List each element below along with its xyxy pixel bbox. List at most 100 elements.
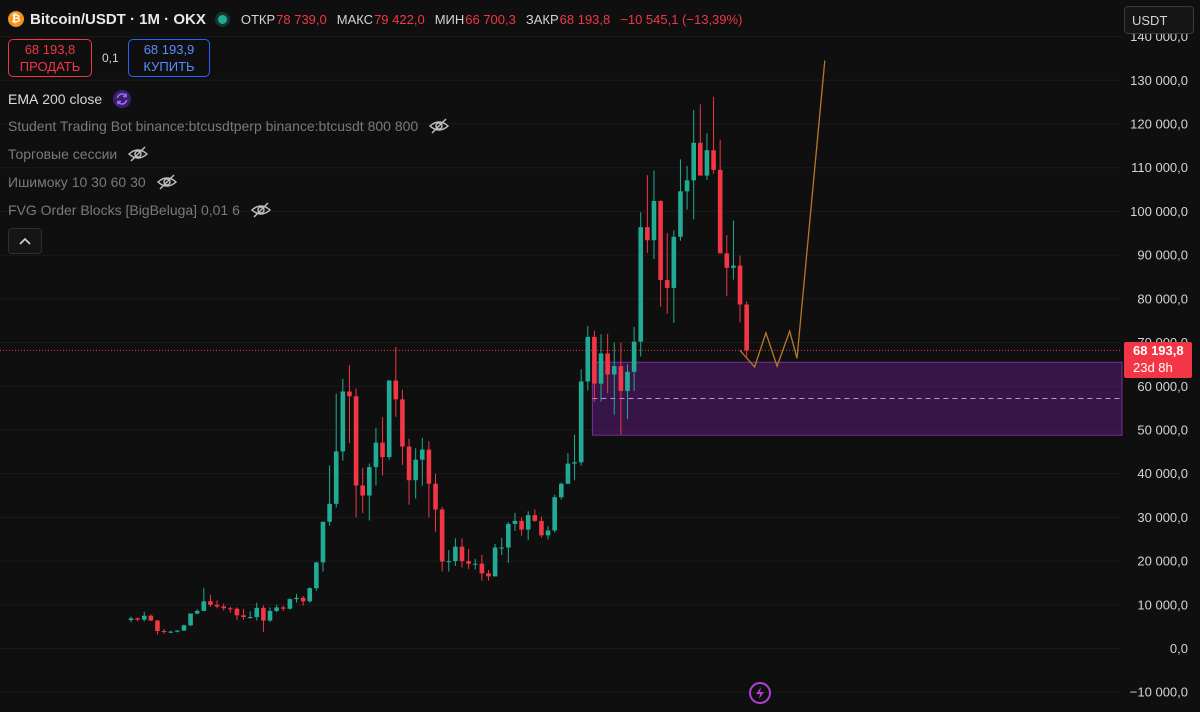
candle-body — [664, 280, 670, 288]
eye-off-icon[interactable] — [250, 201, 272, 219]
candle-body — [320, 521, 326, 563]
candle-body — [737, 265, 743, 305]
axis-tick-label: 80 000,0 — [1137, 291, 1188, 306]
candle — [221, 603, 226, 611]
sell-label: ПРОДАТЬ — [19, 59, 81, 74]
candle — [472, 558, 478, 570]
sell-button[interactable]: 68 193,8 ПРОДАТЬ — [8, 39, 92, 77]
collapse-legend-button[interactable] — [8, 228, 42, 254]
candle — [492, 544, 498, 577]
candle — [638, 212, 644, 357]
candle-body — [658, 200, 663, 281]
candle-body — [194, 610, 200, 614]
candle-body — [684, 180, 690, 192]
candle — [181, 624, 187, 632]
candle-body — [631, 341, 637, 372]
candle — [512, 513, 518, 531]
candle — [631, 326, 637, 392]
candle — [360, 467, 365, 514]
candle — [585, 325, 591, 391]
indicator-ichimoku[interactable]: Ишимоку 10 30 60 30 — [8, 173, 178, 191]
indicator-fvg-label: FVG Order Blocks [BigBeluga] 0,01 6 — [8, 202, 240, 218]
chevron-up-icon — [19, 237, 31, 245]
candle-body — [367, 467, 372, 496]
candle — [565, 453, 571, 485]
lightning-icon[interactable] — [749, 682, 771, 704]
spread-value: 0,1 — [102, 51, 119, 65]
axis-tick-label: 90 000,0 — [1137, 248, 1188, 263]
candle — [175, 630, 180, 633]
currency-select[interactable]: USDT — [1124, 6, 1194, 34]
candle-body — [280, 607, 286, 609]
candle — [698, 104, 703, 176]
axis-tick-label: 0,0 — [1170, 641, 1188, 656]
candle — [552, 494, 557, 533]
candle-body — [247, 617, 253, 619]
candle-body — [294, 597, 299, 600]
candle-body — [254, 607, 260, 618]
candle — [578, 369, 584, 466]
candle-body — [333, 451, 339, 504]
candle-body — [201, 601, 207, 611]
change-value: −10 545,1 (−13,39%) — [620, 11, 743, 27]
candle-body — [300, 597, 306, 602]
candle — [141, 611, 147, 622]
candle-body — [625, 371, 630, 392]
candle-body — [141, 615, 147, 620]
candle — [651, 170, 657, 260]
candle — [691, 110, 696, 220]
candle — [618, 342, 624, 435]
indicator-ichimoku-label: Ишимоку 10 30 60 30 — [8, 174, 146, 190]
candle — [307, 587, 313, 603]
candle-body — [651, 200, 657, 241]
candle — [446, 550, 452, 572]
candle-body — [314, 562, 319, 589]
axis-tick-label: 30 000,0 — [1137, 510, 1188, 525]
candle — [684, 165, 690, 210]
candle-body — [241, 615, 246, 618]
last-price-value: 68 193,8 — [1133, 343, 1184, 358]
candle-body — [565, 463, 571, 484]
candle-body — [128, 618, 134, 621]
candle-body — [419, 449, 425, 460]
candle-body — [585, 336, 591, 382]
indicator-sessions[interactable]: Торговые сессии — [8, 145, 149, 163]
candle-series — [128, 96, 749, 635]
candle-body — [539, 520, 544, 536]
candle — [479, 554, 485, 581]
candle — [664, 233, 670, 314]
candle-body — [393, 380, 399, 400]
indicator-student-bot[interactable]: Student Trading Bot binance:btcusdtperp … — [8, 117, 450, 135]
candle-body — [221, 606, 226, 609]
symbol-title[interactable]: Bitcoin/USDT · 1M · OKX — [30, 10, 206, 28]
indicator-ema[interactable]: EMA 200 close — [8, 89, 132, 109]
candle-body — [214, 604, 220, 607]
buy-price: 68 193,9 — [143, 42, 195, 57]
candle — [737, 255, 743, 323]
eye-off-icon[interactable] — [428, 117, 450, 135]
candle — [499, 537, 505, 555]
buy-button[interactable]: 68 193,9 КУПИТЬ — [128, 39, 210, 77]
candle-body — [717, 169, 723, 254]
buy-label: КУПИТЬ — [143, 59, 195, 74]
candle — [466, 548, 471, 569]
candle — [453, 538, 458, 566]
indicator-fvg[interactable]: FVG Order Blocks [BigBeluga] 0,01 6 — [8, 201, 272, 219]
candle — [459, 538, 465, 568]
candle-body — [347, 391, 352, 397]
candle-body — [439, 509, 445, 562]
eye-off-icon[interactable] — [156, 173, 178, 191]
candle-body — [433, 483, 438, 510]
candle-body — [413, 459, 418, 481]
candle-body — [406, 446, 412, 481]
candle-body — [466, 561, 471, 564]
candle — [611, 342, 617, 415]
candle — [605, 333, 610, 394]
candle-body — [373, 442, 379, 468]
candle — [400, 389, 405, 465]
refresh-icon[interactable] — [112, 89, 132, 109]
axis-tick-label: 50 000,0 — [1137, 422, 1188, 437]
symbol-header: ₿ Bitcoin/USDT · 1M · OKX ОТКР 78 739,0 … — [8, 8, 752, 30]
eye-off-icon[interactable] — [127, 145, 149, 163]
